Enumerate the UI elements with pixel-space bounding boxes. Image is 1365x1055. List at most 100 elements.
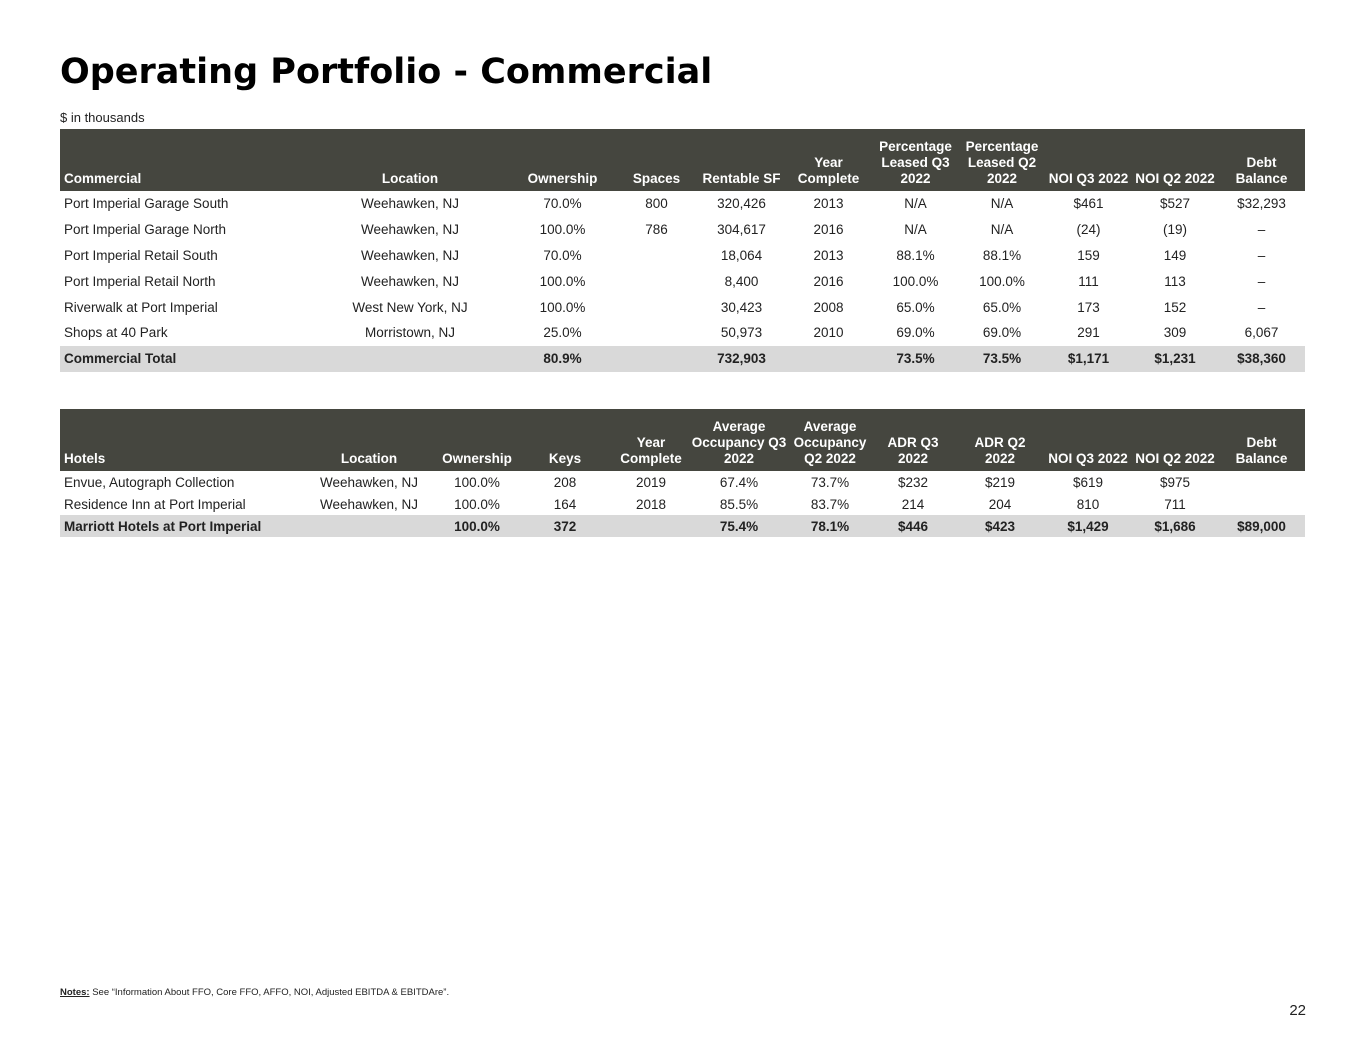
table-cell: Residence Inn at Port Imperial <box>64 496 246 512</box>
table-cell: Port Imperial Garage South <box>64 196 229 212</box>
table-cell: Weehawken, NJ <box>319 496 419 512</box>
table-cell: 810 <box>1076 496 1100 512</box>
column-header: ADR Q2 2022 <box>956 409 1044 471</box>
table-cell: 309 <box>1163 325 1187 341</box>
table-cell: 2018 <box>635 496 667 512</box>
table-row: Envue, Autograph Collection Weehawken, NJ… <box>60 471 1305 493</box>
table-cell: Shops at 40 Park <box>64 325 168 341</box>
column-header: Keys <box>516 409 614 471</box>
table-cell: 73.7% <box>810 474 850 490</box>
table-cell <box>310 345 510 372</box>
table-cell: 786 <box>645 222 668 238</box>
table-cell: 208 <box>553 474 577 490</box>
page-title: Operating Portfolio - Commercial <box>60 52 713 92</box>
total-row: Marriott Hotels at Port Imperial 100.0% 37… <box>60 515 1305 537</box>
table-cell: Weehawken, NJ <box>360 222 460 238</box>
table-cell: 2010 <box>813 325 844 341</box>
column-header: Ownership <box>510 129 615 191</box>
column-header: NOI Q2 2022 <box>1132 409 1218 471</box>
table-cell: $527 <box>1159 196 1191 212</box>
column-header: Debt Balance <box>1218 409 1305 471</box>
table-cell: 2019 <box>635 474 667 490</box>
table-cell: – <box>1257 273 1266 289</box>
table-row: Port Imperial Retail North Weehawken, NJ 1… <box>60 268 1305 294</box>
column-header: Commercial <box>60 129 310 191</box>
table-cell: 100.0% <box>539 273 586 289</box>
table-row: Port Imperial Garage South Weehawken, NJ 7… <box>60 191 1305 217</box>
table-cell: (19) <box>1162 222 1187 238</box>
column-header: Percentage Leased Q3 2022 <box>872 129 959 191</box>
table-cell: 88.1% <box>896 247 935 263</box>
table-cell: $446 <box>870 515 956 537</box>
table-cell: $1,429 <box>1044 515 1132 537</box>
table-cell: – <box>1257 222 1266 238</box>
table-cell: N/A <box>990 196 1014 212</box>
table-cell: 8,400 <box>724 273 759 289</box>
column-header: Spaces <box>615 129 698 191</box>
notes-text: See “Information About FFO, Core FFO, AF… <box>89 987 450 998</box>
table-cell: N/A <box>904 196 927 212</box>
column-header: NOI Q3 2022 <box>1044 409 1132 471</box>
table-cell: 65.0% <box>982 299 1022 315</box>
table-row: Shops at 40 Park Morristown, NJ 25.0% 50,97… <box>60 320 1305 346</box>
table-cell: 291 <box>1077 325 1100 341</box>
column-header: Ownership <box>438 409 516 471</box>
table-cell: $1,231 <box>1132 345 1218 372</box>
table-cell: 304,617 <box>717 222 766 238</box>
table-cell: 214 <box>901 496 925 512</box>
table-cell: 732,903 <box>698 345 785 372</box>
table-cell: Weehawken, NJ <box>360 247 460 263</box>
table-cell: 320,426 <box>717 196 766 212</box>
table-cell: 70.0% <box>543 196 582 212</box>
table-cell: Envue, Autograph Collection <box>64 474 235 490</box>
table-cell: 113 <box>1164 273 1186 289</box>
table-cell: Port Imperial Retail North <box>64 273 216 289</box>
table-cell: 149 <box>1163 247 1187 263</box>
table-cell: – <box>1257 299 1266 315</box>
table-cell: $1,686 <box>1132 515 1218 537</box>
table-cell: 80.9% <box>510 345 615 372</box>
table-cell: Marriott Hotels at Port Imperial <box>60 515 300 537</box>
table-cell <box>615 320 698 346</box>
column-header: NOI Q3 2022 <box>1045 129 1132 191</box>
table-cell: 50,973 <box>720 325 763 341</box>
table-cell: 111 <box>1078 273 1099 289</box>
column-header: Year Complete <box>614 409 688 471</box>
page-number: 22 <box>1289 1002 1306 1019</box>
table-cell: 25.0% <box>543 325 582 341</box>
total-row: Commercial Total 80.9% 732,903 73.5% 73.5% $1… <box>60 345 1305 372</box>
table-cell: 100.0% <box>539 299 586 315</box>
table-cell: Weehawken, NJ <box>319 474 419 490</box>
table-cell: 69.0% <box>982 325 1022 341</box>
table-cell: 88.1% <box>982 247 1022 263</box>
column-header: Year Complete <box>785 129 872 191</box>
column-header: Average Occupancy Q3 2022 <box>688 409 790 471</box>
table-cell <box>615 268 698 294</box>
footnote: Notes: See “Information About FFO, Core … <box>60 987 449 998</box>
table-cell: 204 <box>988 496 1012 512</box>
table-cell: $232 <box>897 474 929 490</box>
column-header: Location <box>300 409 438 471</box>
table-cell: 2013 <box>813 196 844 212</box>
table-cell <box>300 515 438 537</box>
table-cell: Morristown, NJ <box>364 325 455 341</box>
table-cell: $461 <box>1073 196 1104 212</box>
table-cell: 2008 <box>813 299 844 315</box>
table-cell: $219 <box>984 474 1016 490</box>
table-row: Residence Inn at Port Imperial Weehawken,… <box>60 493 1305 515</box>
table-cell <box>615 345 698 372</box>
column-header: ADR Q3 2022 <box>870 409 956 471</box>
table-cell: $619 <box>1072 474 1104 490</box>
table-cell: 159 <box>1077 247 1100 263</box>
table-cell: 18,064 <box>720 247 763 263</box>
column-header: Hotels <box>60 409 300 471</box>
table-cell <box>785 345 872 372</box>
table-cell: Riverwalk at Port Imperial <box>64 299 218 315</box>
table-cell: 100.0% <box>979 273 1025 289</box>
table-cell: Port Imperial Garage North <box>64 222 227 238</box>
table-cell: 69.0% <box>896 325 935 341</box>
table-cell: 711 <box>1164 496 1186 512</box>
table-cell: 85.5% <box>719 496 759 512</box>
table-cell <box>1218 471 1305 493</box>
table-cell: 6,067 <box>1244 325 1279 341</box>
